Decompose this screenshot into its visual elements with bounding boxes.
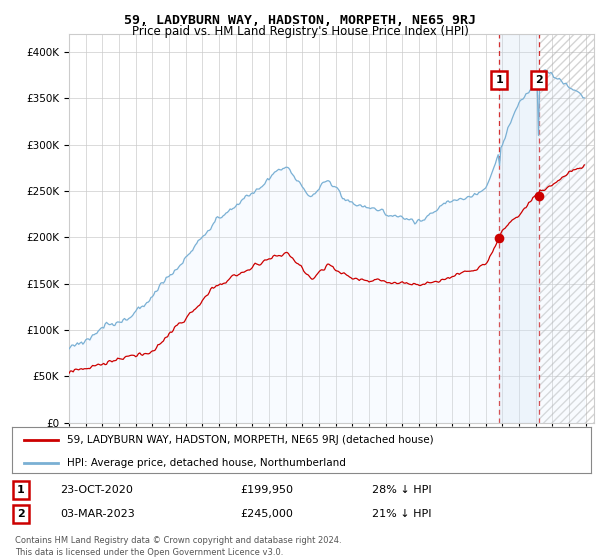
- Bar: [539, 34, 594, 423]
- Text: 28% ↓ HPI: 28% ↓ HPI: [372, 485, 431, 495]
- Text: 1: 1: [17, 485, 25, 495]
- Text: 2: 2: [535, 75, 542, 85]
- Text: 23-OCT-2020: 23-OCT-2020: [60, 485, 133, 495]
- Text: 21% ↓ HPI: 21% ↓ HPI: [372, 509, 431, 519]
- Bar: [499, 34, 538, 423]
- Text: 59, LADYBURN WAY, HADSTON, MORPETH, NE65 9RJ: 59, LADYBURN WAY, HADSTON, MORPETH, NE65…: [124, 14, 476, 27]
- Text: 1: 1: [495, 75, 503, 85]
- Text: 03-MAR-2023: 03-MAR-2023: [60, 509, 135, 519]
- Text: Price paid vs. HM Land Registry's House Price Index (HPI): Price paid vs. HM Land Registry's House …: [131, 25, 469, 38]
- Text: 2: 2: [17, 509, 25, 519]
- Text: £245,000: £245,000: [240, 509, 293, 519]
- Text: Contains HM Land Registry data © Crown copyright and database right 2024.
This d: Contains HM Land Registry data © Crown c…: [15, 536, 341, 557]
- Text: HPI: Average price, detached house, Northumberland: HPI: Average price, detached house, Nort…: [67, 458, 346, 468]
- Text: 59, LADYBURN WAY, HADSTON, MORPETH, NE65 9RJ (detached house): 59, LADYBURN WAY, HADSTON, MORPETH, NE65…: [67, 435, 434, 445]
- Bar: [539, 34, 594, 423]
- Text: £199,950: £199,950: [240, 485, 293, 495]
